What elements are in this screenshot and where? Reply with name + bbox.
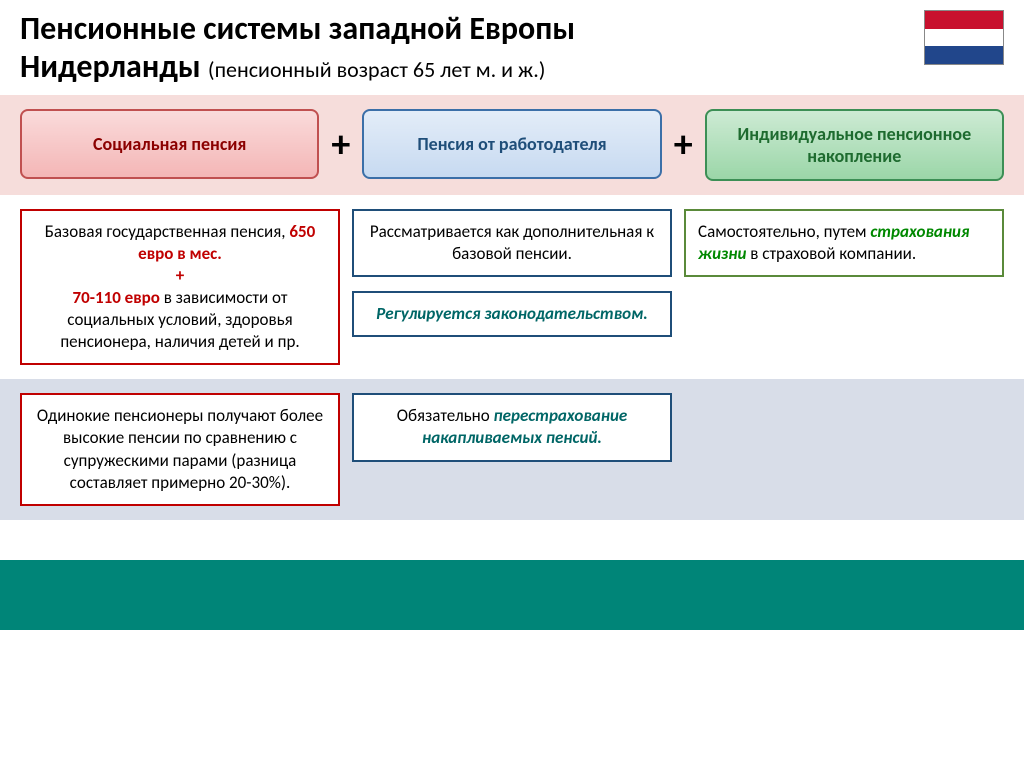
col-social: Базовая государственная пенсия, 650 евро… bbox=[20, 209, 340, 366]
pillar-individual: Индивидуальное пенсионное накопление bbox=[705, 109, 1004, 181]
plus-icon: + bbox=[331, 126, 350, 164]
plus-text: + bbox=[176, 265, 184, 286]
slide-title: Пенсионные системы западной Европы Нидер… bbox=[20, 10, 1004, 87]
flag-netherlands bbox=[924, 10, 1004, 65]
individual-insurance-box: Самостоятельно, путем страхования жизни … bbox=[684, 209, 1004, 277]
pillar-employer: Пенсия от работодателя bbox=[362, 109, 661, 179]
title-note: (пенсионный возраст 65 лет м. и ж.) bbox=[208, 56, 546, 83]
text: Одинокие пенсионеры получают более высок… bbox=[37, 405, 323, 492]
social-basic-pension-box: Базовая государственная пенсия, 650 евро… bbox=[20, 209, 340, 366]
title-line1: Пенсионные системы западной Европы bbox=[20, 9, 575, 48]
col-employer: Рассматривается как дополнительная к баз… bbox=[352, 209, 672, 337]
pillar-social: Социальная пенсия bbox=[20, 109, 319, 179]
flag-stripe-red bbox=[925, 11, 1003, 29]
col-social: Одинокие пенсионеры получают более высок… bbox=[20, 393, 340, 505]
slide-header: Пенсионные системы западной Европы Нидер… bbox=[0, 0, 1024, 95]
pillars-row: Социальная пенсия + Пенсия от работодате… bbox=[0, 95, 1024, 195]
pillar-social-label: Социальная пенсия bbox=[93, 133, 246, 155]
col-individual: Самостоятельно, путем страхования жизни … bbox=[684, 209, 1004, 277]
amount-70-110: 70-110 евро bbox=[73, 287, 160, 308]
text-regulated: Регулируется законодательством. bbox=[376, 303, 647, 324]
text: Обязательно bbox=[397, 405, 494, 426]
employer-additional-box: Рассматривается как дополнительная к баз… bbox=[352, 209, 672, 277]
pillar-employer-label: Пенсия от работодателя bbox=[417, 133, 606, 155]
col-employer: Обязательно перестрахование накапливаемы… bbox=[352, 393, 672, 461]
social-single-pensioners-box: Одинокие пенсионеры получают более высок… bbox=[20, 393, 340, 505]
text: Базовая государственная пенсия, bbox=[45, 221, 290, 242]
text: в страховой компании. bbox=[746, 243, 916, 264]
plus-icon: + bbox=[674, 126, 693, 164]
detail-row-3 bbox=[0, 520, 1024, 560]
detail-row-1: Базовая государственная пенсия, 650 евро… bbox=[0, 195, 1024, 380]
detail-row-2: Одинокие пенсионеры получают более высок… bbox=[0, 379, 1024, 519]
flag-stripe-white bbox=[925, 29, 1003, 47]
flag-stripe-blue bbox=[925, 46, 1003, 64]
text: Рассматривается как дополнительная к баз… bbox=[370, 221, 654, 264]
footer-band bbox=[0, 560, 1024, 630]
text: Самостоятельно, путем bbox=[698, 221, 870, 242]
employer-reinsurance-box: Обязательно перестрахование накапливаемы… bbox=[352, 393, 672, 461]
employer-regulated-box: Регулируется законодательством. bbox=[352, 291, 672, 337]
pillar-individual-label: Индивидуальное пенсионное накопление bbox=[723, 123, 986, 167]
title-country: Нидерланды bbox=[20, 47, 201, 86]
